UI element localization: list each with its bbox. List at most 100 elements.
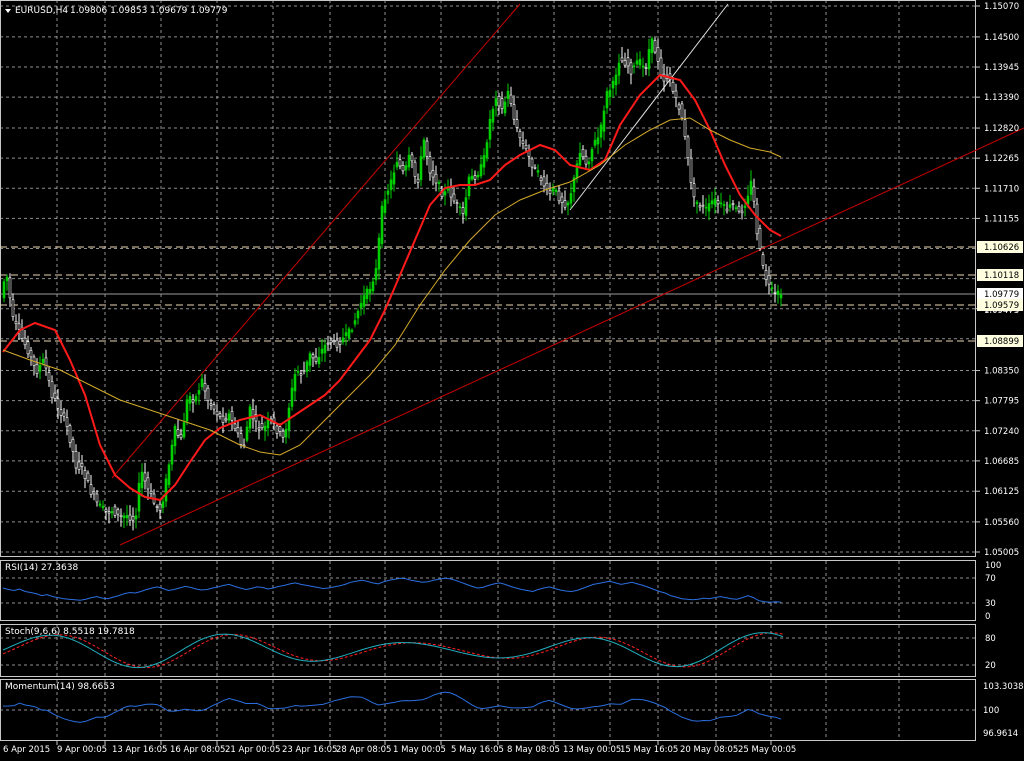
price-tag bbox=[977, 299, 1023, 311]
candle-body bbox=[323, 344, 327, 354]
candle bbox=[128, 505, 132, 526]
candle-body bbox=[116, 509, 120, 515]
candle-body bbox=[737, 205, 741, 212]
candle bbox=[173, 423, 177, 455]
candle-body bbox=[65, 417, 69, 427]
dropdown-triangle-icon[interactable] bbox=[5, 9, 11, 13]
candle-body bbox=[329, 339, 333, 344]
candle bbox=[17, 313, 21, 340]
candle bbox=[260, 415, 264, 431]
candle-body bbox=[137, 482, 141, 512]
time-label: 5 May 16:05 bbox=[451, 745, 504, 755]
trendlines[interactable] bbox=[111, 3, 1024, 546]
candle bbox=[170, 439, 174, 471]
candle bbox=[92, 487, 96, 501]
candle bbox=[395, 151, 399, 171]
candle bbox=[368, 281, 372, 302]
ohlc-readout: 1.09806 1.09853 1.09679 1.09779 bbox=[70, 6, 228, 16]
candle bbox=[515, 110, 519, 133]
candle-body bbox=[554, 189, 558, 193]
candle-body bbox=[140, 471, 144, 489]
candle-body bbox=[14, 321, 18, 324]
rsi-axis-label: 70 bbox=[985, 574, 996, 584]
candle bbox=[608, 86, 612, 106]
candle-body bbox=[728, 204, 732, 208]
candle bbox=[380, 201, 384, 249]
candle bbox=[710, 191, 714, 209]
candle bbox=[44, 349, 48, 376]
price-label: 1.11710 bbox=[984, 184, 1019, 194]
candle bbox=[521, 131, 525, 150]
candle bbox=[482, 148, 486, 175]
candle bbox=[254, 405, 258, 432]
stoch-axis-label: 80 bbox=[985, 634, 996, 644]
candle-body bbox=[308, 353, 312, 366]
candle bbox=[11, 293, 15, 321]
candle bbox=[671, 77, 675, 95]
candle bbox=[113, 504, 117, 518]
candle-body bbox=[68, 425, 72, 443]
time-label: 9 Apr 00:05 bbox=[57, 745, 107, 755]
candle-body bbox=[767, 275, 771, 285]
candle-body bbox=[362, 295, 366, 307]
candle-body bbox=[296, 371, 300, 373]
candle-body bbox=[86, 472, 90, 481]
candle bbox=[707, 194, 711, 221]
candle bbox=[602, 105, 606, 141]
candle bbox=[365, 285, 369, 304]
candle-body bbox=[536, 170, 540, 173]
rsi-axis-label: 100 bbox=[985, 561, 1001, 571]
channel-upper-trendline[interactable] bbox=[111, 3, 521, 479]
candle-body bbox=[452, 193, 456, 202]
candle-body bbox=[479, 164, 483, 177]
time-label: 23 Apr 16:05 bbox=[282, 745, 337, 755]
white-trendline[interactable] bbox=[569, 3, 729, 211]
candle-body bbox=[77, 461, 81, 470]
time-label: 6 Apr 2015 bbox=[3, 745, 50, 755]
candle-body bbox=[146, 477, 150, 490]
candle-body bbox=[638, 58, 642, 66]
candle-body bbox=[770, 287, 774, 289]
candle bbox=[539, 175, 543, 186]
candle bbox=[761, 251, 765, 270]
candle-body bbox=[209, 403, 213, 406]
candle bbox=[53, 384, 57, 402]
candle-body bbox=[218, 413, 222, 417]
candle bbox=[656, 38, 660, 70]
candle-body bbox=[548, 190, 552, 194]
price-tag-label: 1.08899 bbox=[984, 337, 1019, 347]
candle bbox=[758, 224, 762, 252]
candle-body bbox=[155, 506, 159, 508]
candle bbox=[362, 285, 366, 315]
candle-body bbox=[707, 203, 711, 212]
channel-lower-trendline[interactable] bbox=[119, 127, 1024, 546]
candle-body bbox=[674, 90, 678, 99]
candle bbox=[716, 195, 720, 214]
candle bbox=[341, 328, 345, 345]
candle bbox=[107, 506, 111, 524]
candle-body bbox=[59, 409, 63, 416]
price-tag-label: 1.10626 bbox=[984, 243, 1019, 253]
candle bbox=[650, 36, 654, 64]
candle-body bbox=[254, 414, 258, 422]
candle bbox=[119, 508, 123, 527]
candle-body bbox=[44, 357, 48, 369]
candle-body bbox=[104, 508, 108, 512]
candle-body bbox=[509, 94, 513, 104]
candle-body bbox=[488, 119, 492, 140]
horizontal-levels[interactable] bbox=[0, 246, 975, 342]
candle bbox=[728, 194, 732, 212]
candle bbox=[14, 314, 18, 331]
candle-body bbox=[698, 205, 702, 208]
candle bbox=[701, 195, 705, 214]
candle-body bbox=[458, 206, 462, 209]
candle-body bbox=[731, 202, 735, 205]
candle bbox=[347, 326, 351, 342]
candle-body bbox=[26, 341, 30, 355]
candle bbox=[293, 368, 297, 401]
title-bar: EURUSD,H4 1.09806 1.09853 1.09679 1.0977… bbox=[5, 6, 228, 16]
candle-body bbox=[383, 199, 387, 213]
candle-body bbox=[431, 170, 435, 178]
